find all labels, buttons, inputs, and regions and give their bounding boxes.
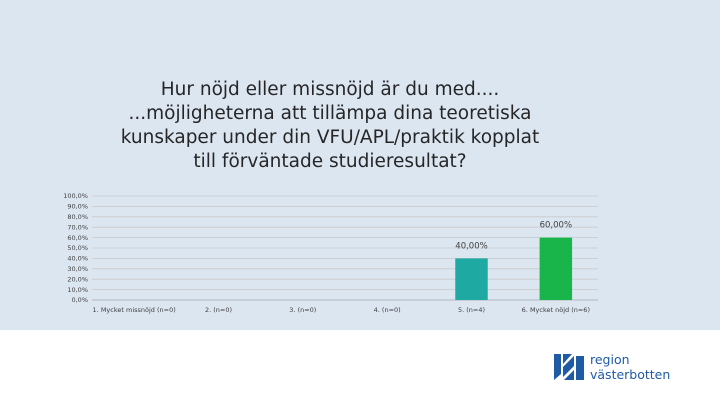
bar [455, 258, 488, 300]
category-label: 2. (n=0) [205, 306, 232, 314]
chart-title: Hur nöjd eller missnöjd är du med.... ..… [60, 78, 600, 174]
y-tick-label: 0,0% [71, 296, 88, 304]
bars [455, 237, 573, 300]
chart-title-line: kunskaper under din VFU/APL/praktik kopp… [120, 127, 540, 148]
logo-text-line2: västerbotten [590, 367, 671, 382]
region-vasterbotten-logo: region västerbotten [552, 352, 702, 384]
y-axis-ticks: 0,0% 10,0% 20,0% 30,0% 40,0% 50,0% 60,0% 70,0% 8… [63, 192, 88, 304]
category-label: 5. (n=4) [458, 306, 485, 314]
y-tick-label: 90,0% [67, 203, 88, 211]
y-tick-label: 40,0% [67, 255, 88, 263]
data-label: 60,00% [540, 221, 572, 231]
logo-mark-icon [554, 354, 584, 380]
category-label: 1. Mycket missnöjd (n=0) [93, 306, 176, 314]
chart-title-line: till förväntade studieresultat? [193, 151, 467, 172]
y-tick-label: 100,0% [63, 192, 88, 200]
gridlines [92, 195, 598, 301]
category-label: 3. (n=0) [289, 306, 316, 314]
bar [539, 237, 573, 300]
logo-text-line1: region [590, 352, 630, 367]
chart-title-line: ...möjligheterna att tillämpa dina teore… [128, 103, 532, 124]
category-label: 4. (n=0) [374, 306, 401, 314]
y-tick-label: 50,0% [67, 244, 88, 252]
category-label: 6. Mycket nöjd (n=6) [522, 306, 590, 314]
x-axis-categories: 1. Mycket missnöjd (n=0) 2. (n=0) 3. (n=0)… [93, 306, 590, 314]
data-label: 40,00% [455, 241, 487, 251]
chart-title-line: Hur nöjd eller missnöjd är du med.... [160, 79, 500, 100]
y-tick-label: 20,0% [67, 275, 88, 283]
y-tick-label: 10,0% [67, 286, 88, 294]
y-tick-label: 30,0% [67, 265, 88, 273]
y-tick-label: 70,0% [67, 223, 88, 231]
data-labels: 40,00% 60,00% [455, 221, 572, 252]
logo-text: region västerbotten [590, 352, 670, 382]
y-tick-label: 80,0% [67, 213, 88, 221]
slide-background [0, 0, 720, 330]
y-tick-label: 60,0% [67, 234, 88, 242]
